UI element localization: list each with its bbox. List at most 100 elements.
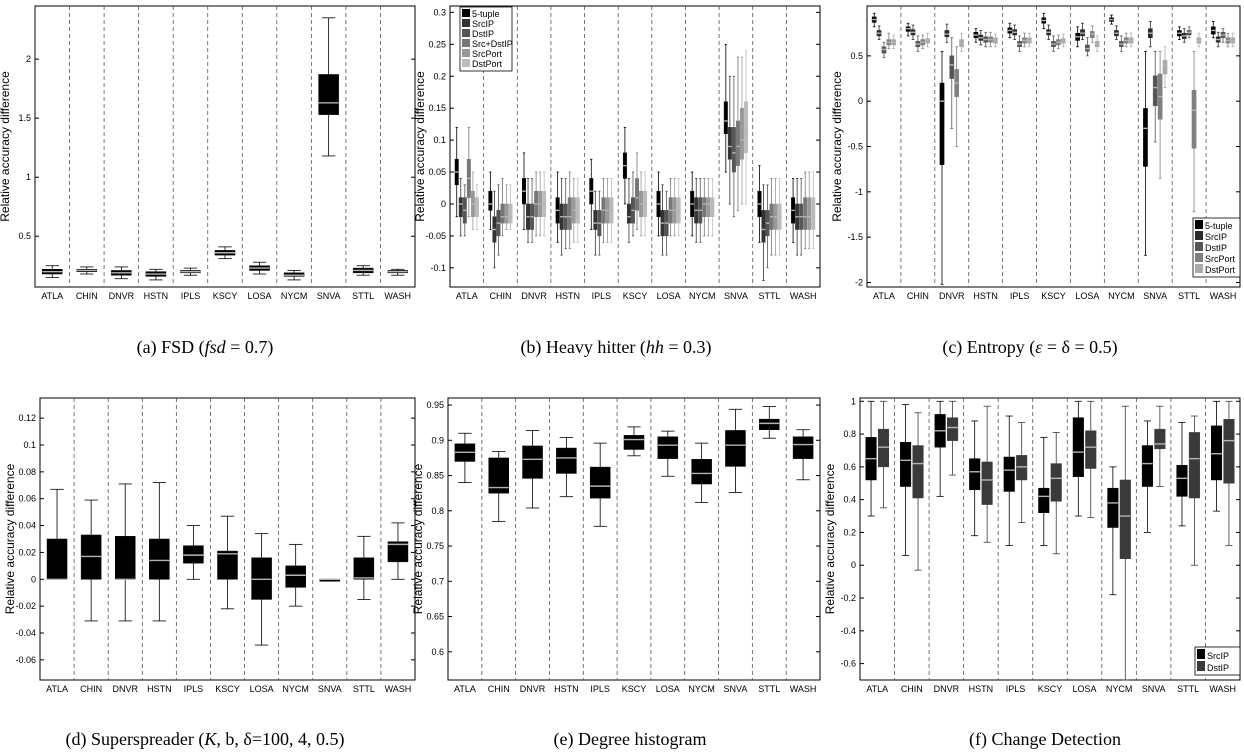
box-iqr (46, 538, 68, 580)
y-tick-label: 0.06 (18, 494, 36, 504)
plot-frame (39, 397, 416, 681)
box-dnvr (114, 483, 136, 622)
x-tick-label-dnvr: DNVR (939, 291, 965, 301)
y-axis-label: Relative accuracy difference (411, 463, 425, 614)
box-nycm-srcport (706, 178, 711, 237)
x-tick-label-atla: ATLA (866, 684, 888, 694)
box-iqr (900, 442, 912, 487)
box-kscy-dstip (1051, 35, 1056, 52)
box-iqr (691, 459, 712, 485)
box-iqr (1141, 445, 1153, 487)
box-snva-srcip (727, 75, 732, 205)
box-hstn-srcip (559, 178, 564, 256)
box-nycm (691, 442, 712, 503)
box-iqr (1223, 419, 1235, 484)
legend-swatch (1195, 242, 1203, 251)
box-sttl-dstport (777, 178, 782, 256)
box-sttl (353, 535, 375, 600)
box-ipls-dstport (609, 178, 614, 243)
box-iqr (1191, 90, 1197, 149)
box-losa-5-tuple (656, 171, 661, 237)
y-tick-label: 0 (858, 96, 863, 106)
y-tick-label: 0.85 (426, 471, 444, 481)
x-tick-label-snva: SNVA (724, 291, 748, 301)
legend-swatch (462, 19, 470, 27)
box-wash-srcip (1215, 31, 1221, 48)
box-kscy (623, 426, 645, 457)
x-tick-label-chin: CHIN (901, 684, 923, 694)
box-ipls (589, 442, 611, 527)
box-ipls-dstport (1027, 32, 1032, 48)
x-tick-label-sttl: STTL (1177, 684, 1199, 694)
box-iqr (706, 197, 711, 218)
caption-d: (d) Superspreader (K, b, δ=100, 4, 0.5) (65, 729, 344, 750)
box-snva (318, 17, 339, 157)
legend-label-srcip: SrcIP (1207, 651, 1229, 661)
x-tick-label-atla: ATLA (456, 291, 478, 301)
box-iqr (710, 197, 715, 218)
x-tick-label-kscy: KSCY (622, 684, 647, 694)
box-ipls (183, 525, 204, 580)
x-tick-label-ipls: IPLS (184, 684, 204, 694)
box-ipls-dstip (597, 190, 602, 256)
plot-frame (449, 5, 821, 288)
box-losa-5-tuple (1075, 26, 1080, 48)
box-iqr (1107, 487, 1119, 528)
box-losa-srcip (1072, 400, 1084, 517)
x-tick-label-sttl: STTL (759, 291, 781, 301)
x-tick-label-dnvr: DNVR (109, 291, 135, 301)
box-dnvr-dstport (959, 32, 964, 52)
box-snva (725, 408, 746, 493)
legend-label-srcport: SrcPort (472, 49, 503, 59)
box-iqr (1210, 425, 1223, 481)
box-atla-dstip (881, 41, 887, 59)
box-wash-dstport (811, 171, 816, 250)
box-atla (46, 488, 68, 580)
box-hstn (556, 437, 577, 498)
box-snva-5-tuple (1143, 50, 1148, 256)
box-iqr (1050, 463, 1062, 502)
box-iqr (761, 210, 766, 243)
x-tick-label-dnvr: DNVR (521, 291, 547, 301)
box-ipls-5-tuple (589, 158, 594, 230)
x-tick-label-atla: ATLA (454, 684, 476, 694)
x-tick-label-snva: SNVA (724, 684, 748, 694)
box-hstn-dstip (563, 178, 568, 250)
y-tick-label: -0.02 (15, 601, 36, 611)
x-tick-label-hstn: HSTN (969, 684, 994, 694)
box-ipls-5-tuple (1007, 22, 1013, 39)
x-tick-label-nycm: NYCM (689, 291, 716, 301)
box-snva-srcip (1141, 420, 1153, 533)
x-tick-label-dnvr: DNVR (520, 684, 546, 694)
box-dnvr-srcip (526, 178, 531, 243)
x-tick-label-atla: ATLA (873, 291, 895, 301)
x-tick-label-nycm: NYCM (1106, 684, 1133, 694)
legend-swatch (462, 9, 470, 17)
box-nycm-src-dstip (702, 178, 707, 237)
box-nycm-srcip (1107, 466, 1119, 596)
y-tick-label: 0 (441, 199, 446, 209)
x-tick-label-ipls: IPLS (592, 291, 612, 301)
y-axis-label: Relative accuracy difference (830, 71, 844, 222)
legend-swatch (1195, 264, 1203, 273)
box-iqr (500, 203, 505, 224)
plot-frame (859, 397, 1241, 681)
box-iqr (1016, 455, 1028, 481)
legend-label-dstip: DstIP (1205, 243, 1227, 253)
box-iqr (1154, 428, 1166, 450)
panel-entropy: -2 -1.5 -1 -0.5 0 0.5 Relative accuracy differ… (830, 5, 1241, 301)
x-tick-label-kscy: KSCY (213, 291, 238, 301)
box-iqr (474, 197, 479, 218)
box-nycm-srcport (1123, 32, 1129, 48)
box-iqr (739, 107, 744, 160)
x-tick-label-ipls: IPLS (1006, 684, 1026, 694)
box-dnvr-srcip (944, 23, 950, 43)
legend-swatch (462, 29, 470, 37)
box-dnvr-dstport (542, 171, 547, 237)
y-axis-label: Relative accuracy difference (3, 463, 17, 614)
box-ipls-src-dstip (601, 178, 606, 243)
x-tick-label-nycm: NYCM (281, 291, 308, 301)
y-tick-label: 0.25 (428, 39, 446, 49)
